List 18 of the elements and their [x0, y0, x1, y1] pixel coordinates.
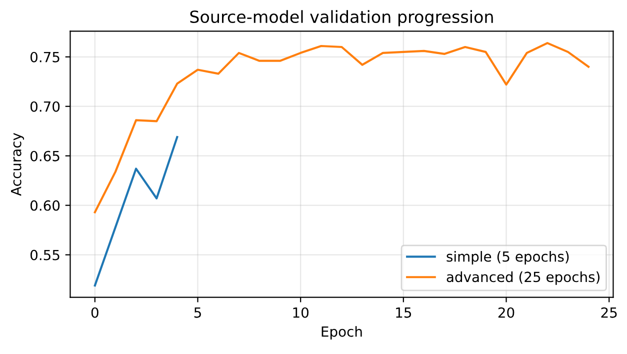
- x-axis-title: Epoch: [322, 326, 362, 340]
- chart-title: Source-model validation progression: [190, 10, 493, 26]
- x-tick-label: 15: [396, 308, 412, 318]
- x-tick-label: 10: [293, 307, 308, 318]
- legend-label: simple (5 epochs): [446, 251, 569, 264]
- x-tick-label: 25: [601, 307, 617, 318]
- x-tick-label: 20: [498, 307, 514, 318]
- legend-label: advanced (25 epochs): [446, 271, 600, 285]
- line-series: [94, 42, 590, 214]
- y-axis-title: Accuracy: [11, 132, 24, 196]
- y-tick-label: 0.55: [30, 250, 60, 260]
- line-series: [94, 136, 178, 287]
- y-tick-label: 0.65: [30, 150, 60, 162]
- y-tick-label: 0.70: [30, 101, 60, 112]
- y-tick-label: 0.75: [30, 52, 60, 62]
- x-tick-label: 5: [194, 308, 201, 318]
- y-tick-label: 0.60: [30, 200, 60, 211]
- x-tick-label: 0: [91, 307, 98, 318]
